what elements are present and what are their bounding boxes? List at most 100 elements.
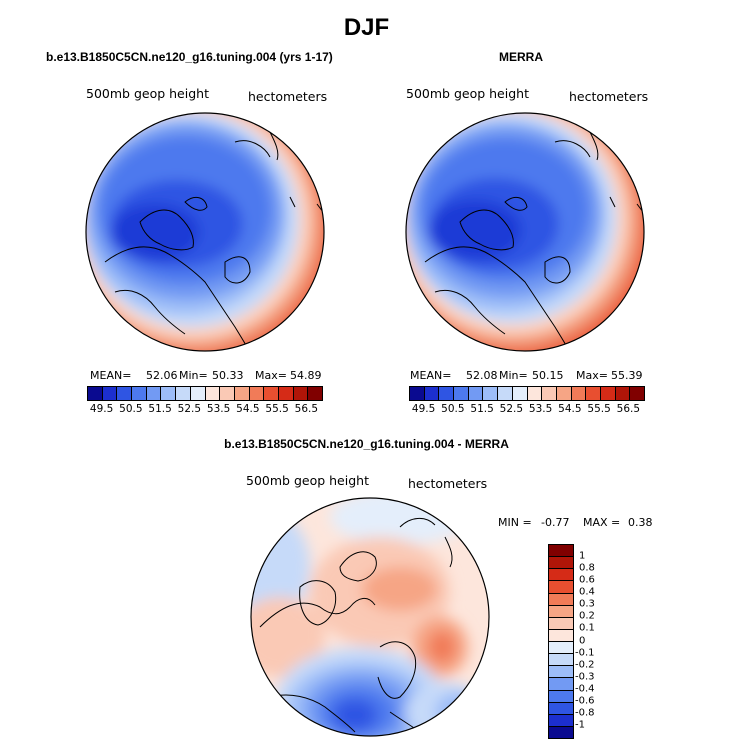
- difference-max-label: MAX =: [583, 516, 621, 529]
- colorbar-swatch: [498, 387, 513, 400]
- difference-field-label: 500mb geop height: [246, 473, 369, 488]
- colorbar-tick-label: 52.5: [177, 403, 202, 415]
- colorbar-swatch: [549, 714, 573, 727]
- panel-2-mean-value: 52.08: [466, 369, 498, 382]
- colorbar-tick-label: 56.5: [616, 403, 641, 415]
- colorbar-tick-label: 0.3: [579, 598, 595, 610]
- panel-2-polar-map: [405, 112, 645, 352]
- colorbar-tick-label: -0.8: [575, 707, 595, 719]
- colorbar-swatch: [483, 387, 499, 400]
- colorbar-tick-label: 55.5: [265, 403, 289, 415]
- panel-2-field-label: 500mb geop height: [406, 86, 529, 101]
- colorbar-tick-label: 51.5: [470, 403, 494, 415]
- colorbar-tick-label: 0.6: [579, 574, 595, 586]
- colorbar-swatch: [234, 387, 250, 400]
- colorbar-tick-label: -0.1: [575, 647, 595, 659]
- colorbar-swatch: [249, 387, 265, 400]
- colorbar-difference: [548, 544, 574, 739]
- panel-1-max-label: Max=: [255, 369, 287, 382]
- colorbar-swatch: [454, 387, 469, 400]
- colorbar-tick-label: 0.8: [579, 562, 595, 574]
- colorbar-tick-label: 55.5: [587, 403, 611, 415]
- colorbar-difference-tick-labels: 1 0.8 0.6 0.4 0.3 0.2 0.1 0 -0.1 -0.2 -0.3 -0.4 -0.6…: [575, 544, 619, 737]
- panel-1-polar-map: [85, 112, 325, 352]
- colorbar-tick-label: 54.5: [558, 403, 582, 415]
- colorbar-tick-label: 0: [579, 635, 586, 646]
- colorbar-swatch: [549, 545, 573, 558]
- colorbar-swatch: [512, 387, 528, 400]
- panel-2-min-value: 50.15: [532, 369, 564, 382]
- colorbar-swatch: [161, 387, 177, 400]
- panel-2-max-value: 55.39: [611, 369, 643, 382]
- colorbar-swatch: [468, 387, 484, 400]
- panel-1-field-label: 500mb geop height: [86, 86, 209, 101]
- colorbar-swatch: [549, 678, 573, 691]
- colorbar-swatch: [630, 387, 644, 400]
- colorbar-tick-label: 50.5: [119, 403, 143, 415]
- panel-2-units-label: hectometers: [569, 89, 649, 104]
- panel-1-min-value: 50.33: [212, 369, 244, 382]
- panel-1-mean-label: MEAN=: [90, 369, 132, 382]
- colorbar-tick-label: -0.3: [575, 671, 595, 683]
- colorbar-tick-label: -0.2: [575, 659, 595, 671]
- colorbar-swatch: [527, 387, 543, 400]
- colorbar-swatch: [220, 387, 235, 400]
- colorbar-2-tick-labels: 49.5 50.5 51.5 52.5 53.5 54.5 55.5 56.5: [409, 403, 643, 417]
- panel-1-title: b.e13.B1850C5CN.ne120_g16.tuning.004 (yr…: [46, 50, 333, 64]
- colorbar-swatch: [549, 702, 573, 715]
- colorbar-tick-label: -0.6: [575, 695, 595, 707]
- colorbar-swatch: [102, 387, 118, 400]
- difference-panel-title: b.e13.B1850C5CN.ne120_g16.tuning.004 - M…: [224, 437, 509, 451]
- colorbar-swatch: [278, 387, 294, 400]
- colorbar-swatch: [117, 387, 133, 400]
- colorbar-swatch: [308, 387, 322, 400]
- colorbar-tick-label: 0.2: [579, 610, 595, 622]
- colorbar-swatch: [556, 387, 572, 400]
- colorbar-tick-label: 0.1: [579, 622, 595, 634]
- colorbar-swatch: [205, 387, 221, 400]
- colorbar-swatch: [586, 387, 601, 400]
- colorbar-tick-label: 49.5: [89, 403, 114, 415]
- colorbar-swatch: [549, 654, 573, 667]
- colorbar-swatch: [549, 666, 573, 679]
- colorbar-tick-label: 56.5: [294, 403, 319, 415]
- colorbar-swatch: [293, 387, 309, 400]
- panel-1-min-label: Min=: [179, 369, 208, 382]
- panel-2-min-label: Min=: [499, 369, 528, 382]
- colorbar-swatch: [549, 557, 573, 570]
- difference-max-value: 0.38: [628, 516, 653, 529]
- colorbar-swatch: [549, 569, 573, 582]
- colorbar-swatch: [549, 581, 573, 594]
- difference-polar-map: [250, 497, 490, 737]
- panel-1-max-value: 54.89: [290, 369, 322, 382]
- colorbar-swatch: [571, 387, 587, 400]
- colorbar-tick-label: 53.5: [206, 403, 231, 415]
- colorbar-swatch: [549, 642, 573, 655]
- colorbar-1-tick-labels: 49.5 50.5 51.5 52.5 53.5 54.5 55.5 56.5: [87, 403, 321, 417]
- colorbar-tick-label: -1: [575, 719, 585, 731]
- panel-1-mean-value: 52.06: [146, 369, 178, 382]
- panel-1-units-label: hectometers: [248, 89, 328, 104]
- colorbar-swatch: [549, 629, 573, 642]
- colorbar-swatch: [88, 387, 103, 400]
- difference-min-value: -0.77: [541, 516, 570, 529]
- colorbar-swatch: [549, 726, 573, 738]
- colorbar-1: [87, 386, 323, 401]
- colorbar-2: [409, 386, 645, 401]
- colorbar-swatch: [439, 387, 455, 400]
- colorbar-swatch: [190, 387, 206, 400]
- panel-2-max-label: Max=: [576, 369, 608, 382]
- colorbar-swatch: [264, 387, 279, 400]
- colorbar-tick-label: 49.5: [411, 403, 436, 415]
- colorbar-swatch: [600, 387, 616, 400]
- colorbar-swatch: [176, 387, 191, 400]
- colorbar-swatch: [549, 605, 573, 618]
- difference-units-label: hectometers: [408, 476, 488, 491]
- colorbar-swatch: [549, 593, 573, 606]
- colorbar-tick-label: 0.4: [579, 586, 595, 598]
- colorbar-tick-label: 50.5: [441, 403, 465, 415]
- colorbar-tick-label: 51.5: [148, 403, 172, 415]
- colorbar-swatch: [549, 690, 573, 703]
- colorbar-swatch: [549, 617, 573, 630]
- colorbar-swatch: [132, 387, 147, 400]
